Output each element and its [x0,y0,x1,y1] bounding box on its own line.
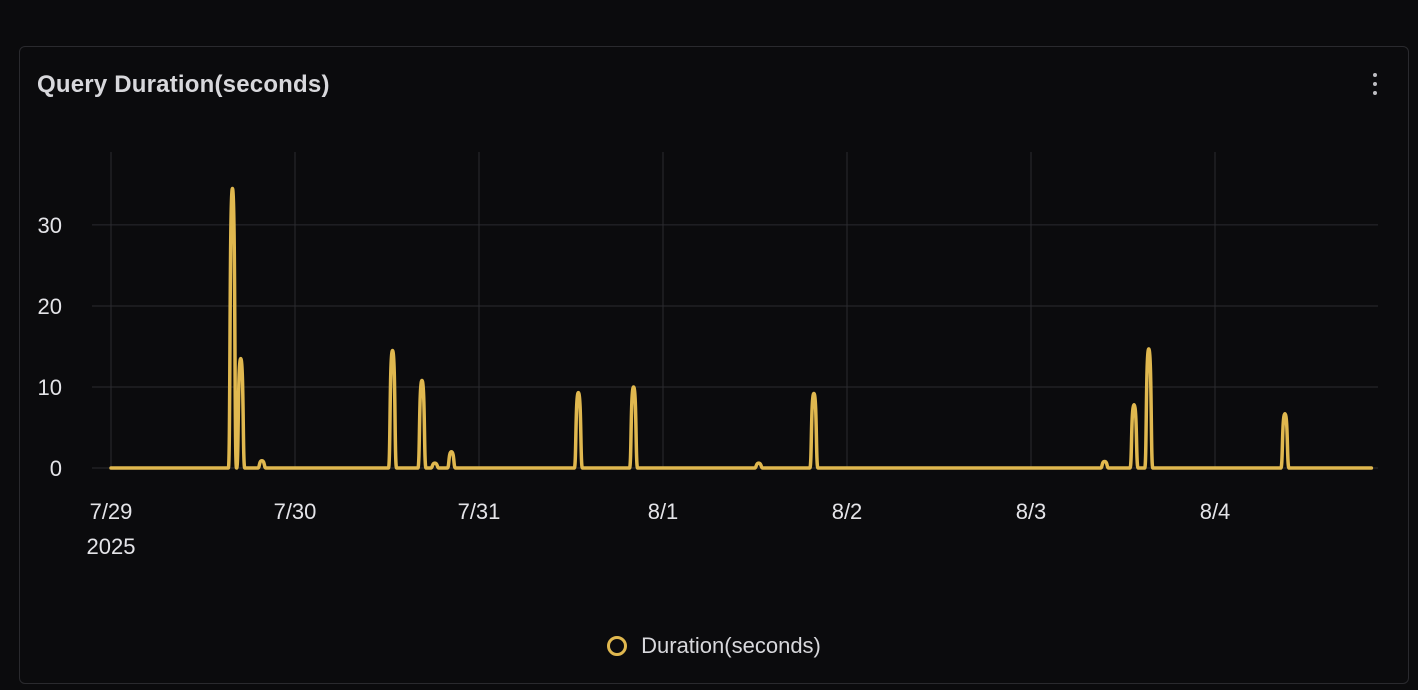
x-tick-label: 8/4 [1200,499,1231,524]
chart-legend[interactable]: Duration(seconds) [20,633,1408,659]
series-layer [109,185,1374,470]
data-point[interactable] [1146,346,1152,352]
data-point[interactable] [259,458,265,464]
data-point[interactable] [575,390,581,396]
data-point[interactable] [1131,402,1137,408]
chart-grid [92,152,1378,469]
legend-label: Duration(seconds) [641,633,821,658]
data-point[interactable] [448,449,454,455]
vertical-ellipsis-icon[interactable] [1368,71,1382,97]
x-tick-label: 7/29 [90,499,133,524]
x-tick-label: 8/3 [1016,499,1047,524]
y-axis-ticks: 0 10 20 30 [38,213,62,481]
x-tick-label: 7/31 [458,499,501,524]
series-line-duration[interactable] [109,186,1374,470]
data-point[interactable] [419,377,425,383]
y-tick-label: 20 [38,294,62,319]
x-tick-label: 8/2 [832,499,863,524]
panel-title: Query Duration(seconds) [37,71,330,98]
data-point[interactable] [432,460,438,466]
chart-panel: Query Duration(seconds) 0 10 20 30 7/29 2025… [19,46,1409,684]
data-point[interactable] [631,384,637,390]
data-point[interactable] [1102,459,1108,465]
y-tick-label: 10 [38,375,62,400]
y-tick-label: 30 [38,213,62,238]
data-point[interactable] [229,185,235,191]
data-point[interactable] [756,460,762,466]
line-chart: 0 10 20 30 7/29 2025 7/30 7/31 8/1 8/2 8/3 8/4 [38,152,1378,559]
x-tick-label: 8/1 [648,499,679,524]
data-point[interactable] [238,356,244,362]
x-tick-label: 7/30 [274,499,317,524]
legend-marker-icon [607,636,628,656]
data-point[interactable] [390,348,396,354]
data-point[interactable] [1282,411,1288,417]
data-point[interactable] [811,390,817,396]
x-tick-sublabel: 2025 [87,534,136,559]
x-axis-ticks: 7/29 2025 7/30 7/31 8/1 8/2 8/3 8/4 [87,499,1231,559]
y-tick-label: 0 [50,456,62,481]
